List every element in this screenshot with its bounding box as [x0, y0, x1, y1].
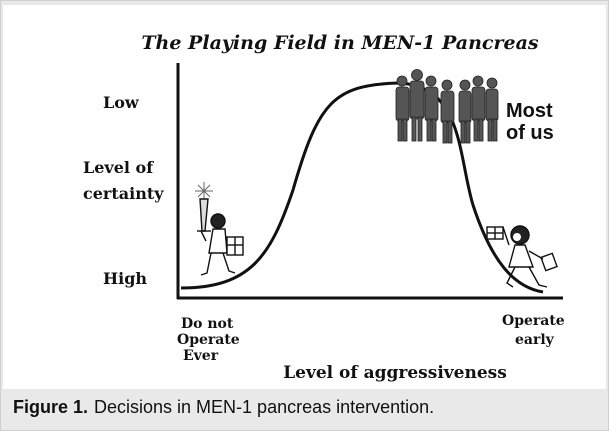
figure-number: Figure 1.	[13, 397, 89, 417]
right-end-line2: early	[515, 332, 555, 348]
crowd-label-line2: of us	[506, 122, 554, 144]
x-axis-left-end: Do not Operate Ever	[177, 316, 240, 364]
crowd-of-people-silhouettes-icon	[395, 69, 499, 144]
y-axis-bottom-label: High	[103, 269, 147, 288]
x-axis-right-end: Operate early	[502, 313, 565, 348]
y-axis-title-line1: Level of	[83, 158, 154, 177]
figure-panel: The Playing Field in MEN-1 Pancreas Low …	[3, 5, 606, 389]
left-end-line3: Ever	[183, 348, 219, 364]
crowd-label-line1: Most	[506, 100, 553, 122]
y-axis-top-label: Low	[103, 93, 140, 112]
figure-caption: Figure 1. Decisions in MEN-1 pancreas int…	[13, 397, 434, 423]
diagram-title: The Playing Field in MEN-1 Pancreas	[141, 32, 538, 54]
left-end-line1: Do not	[181, 316, 234, 332]
knight-with-sword-and-shield-icon	[195, 182, 244, 276]
left-end-line2: Operate	[177, 332, 240, 348]
men1-diagram: The Playing Field in MEN-1 Pancreas Low …	[83, 32, 565, 383]
right-end-line1: Operate	[502, 313, 565, 329]
caption-text: Decisions in MEN-1 pancreas intervention…	[94, 397, 435, 417]
y-axis-title-line2: certainty	[83, 184, 164, 203]
figure-with-flag-leaping-icon	[486, 225, 558, 288]
x-axis-title: Level of aggressiveness	[283, 363, 507, 383]
